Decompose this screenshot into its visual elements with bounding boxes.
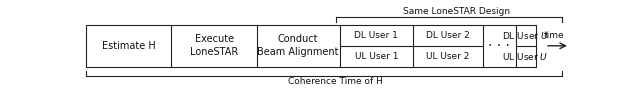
Bar	[86, 25, 536, 67]
Text: Same LoneSTAR Design: Same LoneSTAR Design	[403, 7, 510, 16]
Text: UL User $\mathit{U}$: UL User $\mathit{U}$	[502, 51, 548, 62]
Text: Execute
LoneSTAR: Execute LoneSTAR	[190, 34, 238, 57]
Text: Coherence Time of H: Coherence Time of H	[288, 77, 383, 86]
Text: UL User 2: UL User 2	[426, 52, 470, 61]
Text: DL User 1: DL User 1	[355, 31, 398, 40]
Text: Conduct
Beam Alignment: Conduct Beam Alignment	[257, 34, 339, 57]
Text: DL User 2: DL User 2	[426, 31, 470, 40]
Text: DL User $\mathit{U}$: DL User $\mathit{U}$	[502, 30, 549, 41]
Text: time: time	[543, 31, 564, 40]
Text: Estimate H: Estimate H	[102, 41, 156, 51]
Text: UL User 1: UL User 1	[355, 52, 398, 61]
Text: · · ·: · · ·	[488, 39, 510, 53]
